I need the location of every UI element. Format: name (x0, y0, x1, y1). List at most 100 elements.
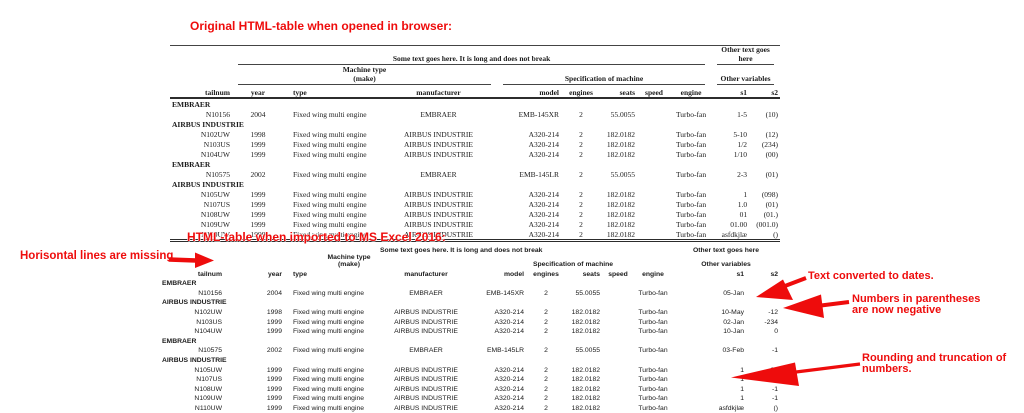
cell: 2 (579, 210, 583, 219)
cell: A320-214 (528, 150, 559, 159)
cell (602, 365, 634, 375)
table-row: N10575 2002 Fixed wing multi engine EMBRAER… (170, 169, 780, 179)
cell: AIRBUS INDUSTRIE (404, 150, 473, 159)
cell: 2 (579, 140, 583, 149)
table-row: N103US 1999 Fixed wing multi engine AIRBUS … (160, 317, 780, 327)
cell: 2 (544, 376, 548, 384)
header-specification: Specification of machine (503, 74, 706, 85)
cell: AIRBUS INDUSTRIE (394, 366, 458, 374)
cell: AIRBUS INDUSTRIE (404, 210, 473, 219)
header-some-text: Some text goes here. It is long and does… (232, 46, 711, 65)
cell: -1 (771, 347, 779, 355)
cell (637, 229, 671, 242)
annotation-negative-numbers: Numbers in parentheses are now negative (852, 293, 981, 316)
cell: 0 (774, 328, 779, 336)
cell: N108UW (200, 210, 230, 219)
cell: 182.0182 (571, 385, 601, 393)
cell: Fixed wing multi engine (293, 220, 367, 229)
cell (637, 169, 671, 179)
cell: 1999 (266, 318, 282, 326)
cell: Turbo-fan (638, 376, 668, 384)
cell: Turbo-fan (675, 190, 707, 199)
annotation-horizontal-lines: Horisontal lines are missing (20, 250, 174, 262)
cell: 55.0055 (610, 110, 635, 119)
cell: 2002 (250, 170, 266, 179)
cell: -12 (768, 308, 779, 316)
cell: A320-214 (528, 190, 559, 199)
cell (602, 327, 634, 337)
cell (602, 394, 634, 404)
table-row: Machine type (make) Specification of mach… (160, 254, 780, 269)
header-other-variables: Other variables (711, 65, 780, 85)
cell (602, 317, 634, 327)
cell: Turbo-fan (675, 110, 707, 119)
cell: Fixed wing multi engine (293, 190, 367, 199)
cell (602, 289, 634, 299)
group-row-label: EMBRAER (172, 160, 211, 169)
column-label: s1 (711, 85, 750, 99)
column-label: manufacturer (404, 270, 448, 278)
cell: N108UW (194, 385, 222, 393)
cell: 1-5 (737, 110, 748, 119)
group-row-label: AIRBUS INDUSTRIE (172, 120, 244, 129)
column-label: model (497, 85, 561, 99)
table-row: N104UW 1999 Fixed wing multi engine AIRBUS … (170, 149, 780, 159)
cell: AIRBUS INDUSTRIE (404, 220, 473, 229)
table-row: N105UW 1999 Fixed wing multi engine AIRBUS … (160, 365, 780, 375)
cell: 01 (739, 210, 748, 219)
cell: Fixed wing multi engine (293, 170, 367, 179)
group-row-label: EMBRAER (162, 337, 197, 345)
cell: Turbo-fan (638, 366, 668, 374)
cell: A320-214 (494, 404, 525, 412)
table-row: Machine type (make) Specification of mach… (170, 65, 780, 85)
cell: 1 (743, 190, 748, 199)
cell: N103US (196, 318, 222, 326)
cell: 2 (579, 200, 583, 209)
cell: Fixed wing multi engine (293, 289, 365, 297)
cell: A320-214 (494, 385, 525, 393)
cell: AIRBUS INDUSTRIE (394, 395, 458, 403)
header-empty (170, 46, 232, 66)
cell: Fixed wing multi engine (293, 376, 365, 384)
cell: 1999 (250, 200, 266, 209)
cell: N104UW (194, 328, 222, 336)
cell: 2 (579, 170, 583, 179)
cell: Fixed wing multi engine (293, 395, 365, 403)
cell: 182.0182 (571, 308, 601, 316)
header-machine-type: Machine type (make) (232, 65, 497, 85)
cell: (10) (765, 110, 779, 119)
table-row: N107US 1999 Fixed wing multi engine AIRBUS … (160, 375, 780, 385)
cell: 2 (544, 366, 548, 374)
table-row: N10156 2004 Fixed wing multi engine EMBRAER… (160, 289, 780, 299)
cell: 55.0055 (610, 170, 635, 179)
cell: N102UW (194, 308, 222, 316)
column-label: s1 (736, 270, 745, 278)
cell: EMBRAER (409, 347, 443, 355)
cell: Turbo-fan (638, 347, 668, 355)
cell: Turbo-fan (638, 395, 668, 403)
cell: 1 (740, 395, 745, 403)
browser-table: Some text goes here. It is long and does… (170, 45, 781, 242)
cell: A320-214 (528, 200, 559, 209)
cell: 2 (544, 289, 548, 297)
cell: -234 (764, 318, 779, 326)
header-other-text: Other text goes here (717, 45, 775, 65)
table-row: N104UW 1999 Fixed wing multi engine AIRBUS … (160, 327, 780, 337)
cell: 01.00 (730, 220, 748, 229)
table-row: N102UW 1998 Fixed wing multi engine AIRBUS … (160, 308, 780, 318)
cell (602, 404, 634, 413)
cell: N109UW (194, 395, 222, 403)
cell: A320-214 (528, 130, 559, 139)
column-label: tailnum (170, 85, 232, 99)
table-row: tailnum year type manufacturer model engines s… (160, 269, 780, 279)
cell: -1 (771, 385, 779, 393)
table-row: Some text goes here. It is long and does… (170, 45, 780, 66)
column-label: speed (608, 270, 628, 278)
cell: 55.0055 (575, 347, 601, 355)
cell: Fixed wing multi engine (293, 140, 367, 149)
cell: AIRBUS INDUSTRIE (404, 200, 473, 209)
cell: Turbo-fan (675, 210, 707, 219)
cell: 2004 (266, 289, 282, 297)
cell: A320-214 (494, 308, 525, 316)
cell: 10-May (721, 308, 745, 316)
